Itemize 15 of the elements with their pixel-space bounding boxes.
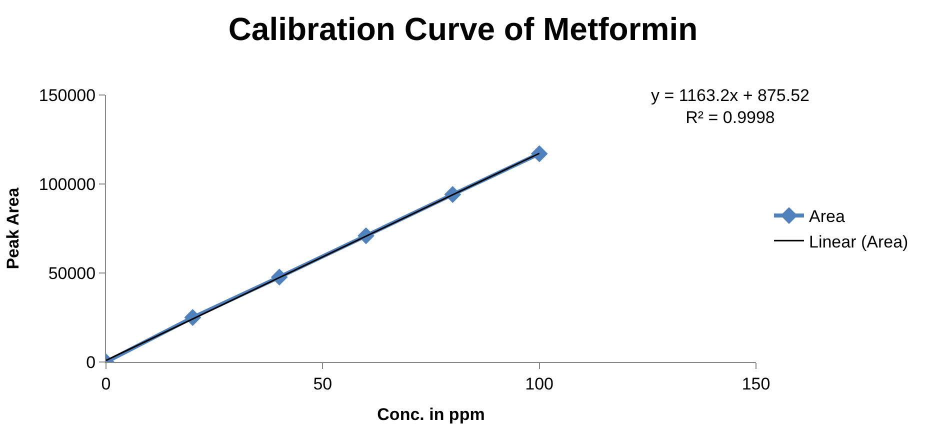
point xyxy=(530,145,548,162)
x-tick-label: 150 xyxy=(742,374,770,394)
y-tick-label: 50000 xyxy=(48,264,96,283)
annotation: y = 1163.2x + 875.52 R² = 0.9998 xyxy=(651,86,810,128)
x-axis-title: Conc. in ppm xyxy=(377,404,485,424)
y-tick-label: 150000 xyxy=(38,86,96,105)
y-axis-title: Peak Area xyxy=(3,187,22,270)
x-tick-label: 0 xyxy=(101,374,111,394)
chart-title: Calibration Curve of Metformin xyxy=(228,11,698,48)
legend-label: Linear (Area) xyxy=(809,232,908,252)
x-tick-label: 50 xyxy=(313,374,332,394)
x-tick-label: 100 xyxy=(525,374,554,394)
legend-label: Area xyxy=(809,207,846,226)
y-tick-label: 0 xyxy=(86,352,96,372)
y-tick-label: 100000 xyxy=(38,174,96,194)
